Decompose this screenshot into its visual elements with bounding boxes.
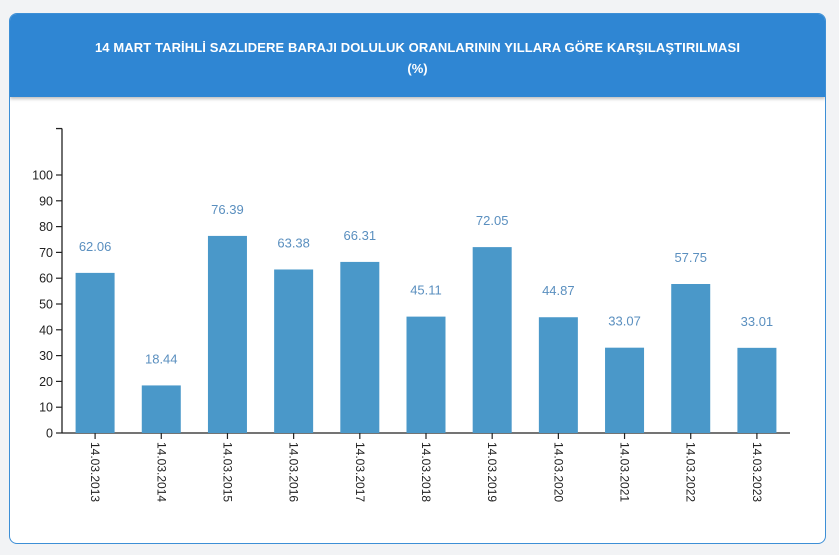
data-label: 66.31 [344,228,377,243]
x-tick-label: 14.03.2013 [88,442,102,502]
x-tick-label: 14.03.2018 [419,442,433,502]
bar-chart: 0 10 20 30 40 50 60 70 80 90 100 62.06 14.03.2013 18.… [32,127,790,502]
x-tick-label: 14.03.2023 [750,442,764,502]
chart-header: 14 MART TARİHLİ SAZLIDERE BARAJI DOLULUK… [10,14,825,97]
y-tick-label: 90 [39,194,53,208]
chart-subtitle: (%) [407,61,428,76]
y-tick-label: 100 [32,169,53,183]
data-label: 33.07 [608,314,641,329]
chart-title: 14 MART TARİHLİ SAZLIDERE BARAJI DOLULUK… [94,40,741,55]
bar [737,347,777,433]
x-tick-label: 14.03.2017 [353,442,367,502]
y-tick-label: 0 [46,427,53,441]
x-tick-label: 14.03.2015 [220,442,234,502]
bar [75,272,115,433]
y-tick-label: 10 [39,401,53,415]
bar [671,284,711,433]
bar [406,316,446,433]
chart-card: 14 MART TARİHLİ SAZLIDERE BARAJI DOLULUK… [9,13,826,544]
bar [340,261,380,433]
data-label: 63.38 [277,235,310,250]
y-tick-label: 40 [39,323,53,337]
bar [538,317,578,433]
bar [605,347,645,433]
x-tick-label: 14.03.2020 [551,442,565,502]
bar [472,247,512,433]
data-label: 44.87 [542,283,575,298]
data-label: 33.01 [741,314,774,329]
data-label: 72.05 [476,213,509,228]
x-tick-label: 14.03.2014 [154,442,168,502]
data-label: 76.39 [211,202,244,217]
bar [274,269,314,433]
data-label: 45.11 [410,283,442,298]
bar [207,235,247,433]
bar [141,385,181,433]
data-label: 57.75 [674,250,707,265]
x-tick-label: 14.03.2019 [485,442,499,502]
y-tick-label: 60 [39,272,53,286]
y-tick-label: 50 [39,298,53,312]
data-label: 62.06 [79,239,112,254]
data-label: 18.44 [145,351,178,366]
x-tick-label: 14.03.2021 [618,442,632,502]
y-tick-label: 70 [39,246,53,260]
y-tick-label: 20 [39,375,53,389]
y-tick-label: 30 [39,349,53,363]
x-tick-label: 14.03.2022 [684,442,698,502]
y-tick-label: 80 [39,220,53,234]
x-tick-label: 14.03.2016 [287,442,301,502]
